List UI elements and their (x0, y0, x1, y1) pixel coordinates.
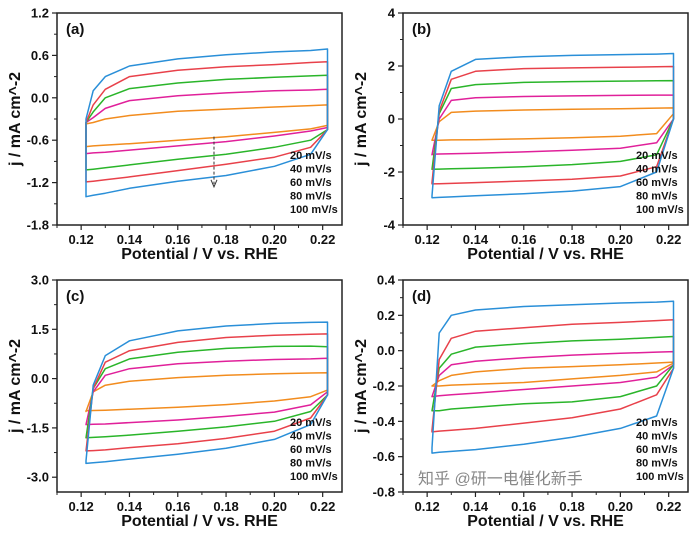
x-tick-label: 0.18 (559, 232, 584, 247)
legend-entry: 60 mV/s (290, 177, 332, 189)
x-tick-label: 0.22 (310, 232, 335, 247)
legend-entry: 40 mV/s (290, 164, 332, 176)
x-tick-label: 0.18 (213, 232, 238, 247)
x-tick-label: 0.20 (262, 232, 287, 247)
panel-label: (a) (66, 21, 84, 38)
x-axis-label: Potential / V vs. RHE (467, 246, 624, 263)
legend-entry: 100 mV/s (290, 204, 338, 216)
panel-label: (d) (412, 288, 431, 305)
legend-entry: 80 mV/s (290, 458, 332, 470)
cv-curve-100mvs (431, 52, 675, 199)
legend-entry: 60 mV/s (636, 177, 678, 189)
cv-curve-40mvs (85, 357, 329, 426)
x-tick-label: 0.16 (511, 499, 536, 514)
panel-label: (c) (66, 288, 84, 305)
y-axis-label: j / mA cm^-2 (353, 72, 370, 167)
x-tick-label: 0.18 (559, 499, 584, 514)
legend-entry: 40 mV/s (636, 164, 678, 176)
cv-curve-20mvs (85, 371, 329, 413)
x-tick-label: 0.22 (656, 232, 681, 247)
panel-label: (b) (412, 21, 431, 38)
legend-entry: 40 mV/s (636, 431, 678, 443)
y-tick-label: -4 (383, 218, 395, 233)
chart-panel-c: 0.12 0.14 0.16 0.18 0.20 0.22 3.0 1.5 0.0 -1.5 -3.… (7, 273, 343, 530)
x-axis-label: Potential / V vs. RHE (467, 513, 624, 530)
y-axis-label: j / mA cm^-2 (7, 339, 24, 434)
y-tick-label: 0.0 (31, 371, 49, 386)
x-tick-label: 0.20 (262, 499, 287, 514)
x-tick-label: 0.16 (511, 232, 536, 247)
cv-curve-20mvs (431, 361, 675, 387)
cv-curve-80mvs (431, 319, 675, 433)
x-tick-label: 0.14 (117, 499, 143, 514)
chart-panel-a: 0.12 0.14 0.16 0.18 0.20 0.22 1.2 0.6 0.0 -0.6 -1.… (7, 6, 343, 263)
y-tick-label: -0.8 (373, 485, 395, 500)
chart-panel-b: 0.12 0.14 0.16 0.18 0.20 0.22 4 2 0 -2 -4 Potential… (353, 6, 689, 263)
y-axis-label: j / mA cm^-2 (353, 339, 370, 434)
x-tick-label: 0.20 (608, 232, 633, 247)
y-tick-label: 0.6 (31, 48, 49, 63)
watermark: 知乎 @研一电催化新手 (418, 470, 583, 488)
legend-entry: 80 mV/s (290, 191, 332, 203)
x-axis-label: Potential / V vs. RHE (121, 513, 278, 530)
legend-entry: 20 mV/s (636, 150, 678, 162)
x-tick-label: 0.18 (213, 499, 238, 514)
y-tick-label: 0.0 (377, 343, 395, 358)
y-tick-label: 2 (388, 59, 395, 74)
x-tick-label: 0.22 (310, 499, 335, 514)
y-tick-label: -0.4 (373, 414, 396, 429)
legend-entry: 100 mV/s (636, 471, 684, 483)
x-axis-label: Potential / V vs. RHE (121, 246, 278, 263)
x-tick-label: 0.14 (463, 232, 489, 247)
legend-entry: 60 mV/s (636, 444, 678, 456)
cv-curve-20mvs (431, 107, 675, 141)
plot-frame (56, 279, 343, 493)
legend-entry: 60 mV/s (290, 444, 332, 456)
x-tick-label: 0.20 (608, 499, 633, 514)
legend-entry: 20 mV/s (636, 417, 678, 429)
x-tick-label: 0.12 (68, 232, 93, 247)
y-tick-label: 0.0 (31, 90, 49, 105)
y-tick-label: 1.5 (31, 322, 49, 337)
y-tick-label: 1.2 (31, 6, 49, 21)
cv-curve-20mvs (85, 104, 329, 148)
x-tick-label: 0.16 (165, 232, 190, 247)
cv-curve-100mvs (85, 321, 329, 465)
legend-entry: 20 mV/s (290, 417, 332, 429)
y-tick-label: 0.4 (377, 273, 396, 288)
chart-panel-d: 0.12 0.14 0.16 0.18 0.20 0.22 0.4 0.2 0.0 -0.2 -0.… (353, 273, 689, 530)
x-tick-label: 0.14 (117, 232, 143, 247)
y-tick-label: -0.2 (373, 379, 395, 394)
x-tick-label: 0.12 (414, 499, 439, 514)
cv-curve-40mvs (431, 94, 675, 156)
y-axis-label: j / mA cm^-2 (7, 72, 24, 167)
x-tick-label: 0.12 (68, 499, 93, 514)
y-tick-label: -2 (383, 165, 395, 180)
y-tick-label: -0.6 (27, 133, 49, 148)
y-tick-label: -3.0 (27, 470, 49, 485)
x-tick-label: 0.14 (463, 499, 489, 514)
y-tick-label: -1.5 (27, 420, 49, 435)
x-tick-label: 0.22 (656, 499, 681, 514)
legend-entry: 20 mV/s (290, 150, 332, 162)
legend-entry: 80 mV/s (636, 458, 678, 470)
y-tick-label: -1.2 (27, 175, 49, 190)
y-tick-label: -1.8 (27, 218, 49, 233)
cv-curve-100mvs (431, 300, 675, 454)
y-tick-label: 0.2 (377, 308, 395, 323)
x-tick-label: 0.16 (165, 499, 190, 514)
legend-entry: 80 mV/s (636, 191, 678, 203)
cv-curve-100mvs (85, 48, 329, 198)
legend-entry: 100 mV/s (636, 204, 684, 216)
y-tick-label: -0.6 (373, 449, 395, 464)
x-tick-label: 0.12 (414, 232, 439, 247)
legend-entry: 100 mV/s (290, 471, 338, 483)
legend-entry: 40 mV/s (290, 431, 332, 443)
y-tick-label: 4 (388, 6, 396, 21)
y-tick-label: 3.0 (31, 273, 49, 288)
trend-arrow-head-icon (210, 179, 218, 189)
y-tick-label: 0 (388, 112, 395, 127)
